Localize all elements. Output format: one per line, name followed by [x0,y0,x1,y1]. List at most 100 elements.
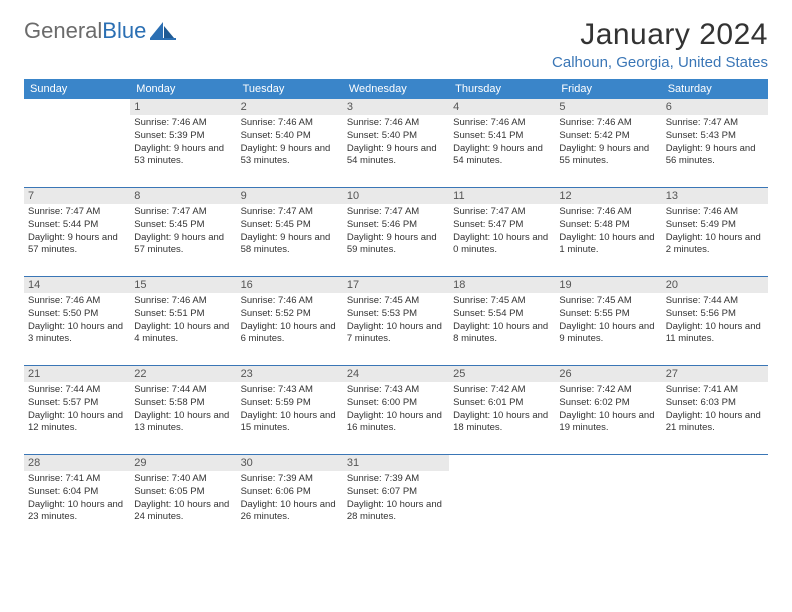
weekday-header: Wednesday [343,79,449,99]
day-number: 2 [237,99,343,115]
day-cell: 26Sunrise: 7:42 AMSunset: 6:02 PMDayligh… [555,366,661,454]
day-info: Sunrise: 7:44 AMSunset: 5:56 PMDaylight:… [666,295,764,346]
day-number: 13 [662,188,768,204]
day-number: 23 [237,366,343,382]
day-number: 24 [343,366,449,382]
day-info: Sunrise: 7:39 AMSunset: 6:07 PMDaylight:… [347,473,445,524]
sunrise-text: Sunrise: 7:47 AM [134,206,232,219]
day-info: Sunrise: 7:46 AMSunset: 5:40 PMDaylight:… [347,117,445,168]
day-number: 27 [662,366,768,382]
day-info: Sunrise: 7:47 AMSunset: 5:45 PMDaylight:… [241,206,339,257]
day-number: 19 [555,277,661,293]
day-cell: 16 Sunrise: 7:46 AMSunset: 5:52 PMDayligh… [237,277,343,365]
sunrise-text: Sunrise: 7:39 AM [347,473,445,486]
daylight-text: Daylight: 10 hours and 8 minutes. [453,321,551,347]
sunrise-text: Sunrise: 7:39 AM [241,473,339,486]
sunrise-text: Sunrise: 7:47 AM [28,206,126,219]
sunset-text: Sunset: 6:05 PM [134,486,232,499]
week-row: 14Sunrise: 7:46 AMSunset: 5:50 PMDayligh… [24,277,768,366]
day-cell: 8Sunrise: 7:47 AMSunset: 5:45 PMDaylight… [130,188,236,276]
sunrise-text: Sunrise: 7:46 AM [559,206,657,219]
sunset-text: Sunset: 6:03 PM [666,397,764,410]
sunrise-text: Sunrise: 7:47 AM [666,117,764,130]
day-number: 6 [662,99,768,115]
sunrise-text: Sunrise: 7:45 AM [347,295,445,308]
day-number: 21 [24,366,130,382]
day-number: 17 [343,277,449,293]
day-info: Sunrise: 7:46 AMSunset: 5:42 PMDaylight:… [559,117,657,168]
day-cell: 1Sunrise: 7:46 AMSunset: 5:39 PMDaylight… [130,99,236,187]
sunset-text: Sunset: 5:39 PM [134,130,232,143]
sunrise-text: Sunrise: 7:42 AM [453,384,551,397]
day-info: Sunrise: 7:46 AMSunset: 5:51 PMDaylight:… [134,295,232,346]
daylight-text: Daylight: 10 hours and 23 minutes. [28,499,126,525]
day-cell: 6Sunrise: 7:47 AMSunset: 5:43 PMDaylight… [662,99,768,187]
sunrise-text: Sunrise: 7:40 AM [134,473,232,486]
sunrise-text: Sunrise: 7:47 AM [453,206,551,219]
sunset-text: Sunset: 5:56 PM [666,308,764,321]
day-number: 11 [449,188,555,204]
day-number: 16 [237,277,343,293]
day-number: 20 [662,277,768,293]
sunset-text: Sunset: 5:41 PM [453,130,551,143]
day-info: Sunrise: 7:44 AMSunset: 5:57 PMDaylight:… [28,384,126,435]
sunset-text: Sunset: 5:44 PM [28,219,126,232]
weekday-header: Monday [130,79,236,99]
day-cell [662,455,768,543]
daylight-text: Daylight: 10 hours and 18 minutes. [453,410,551,436]
sunrise-text: Sunrise: 7:47 AM [347,206,445,219]
sunset-text: Sunset: 5:47 PM [453,219,551,232]
week-row: 1Sunrise: 7:46 AMSunset: 5:39 PMDaylight… [24,99,768,188]
day-cell: 13Sunrise: 7:46 AMSunset: 5:49 PMDayligh… [662,188,768,276]
day-cell [24,99,130,187]
sunset-text: Sunset: 6:06 PM [241,486,339,499]
day-number: 18 [449,277,555,293]
sunrise-text: Sunrise: 7:46 AM [134,295,232,308]
day-cell [555,455,661,543]
day-number: 15 [130,277,236,293]
day-number: 30 [237,455,343,471]
day-info: Sunrise: 7:46 AMSunset: 5:41 PMDaylight:… [453,117,551,168]
day-number: 3 [343,99,449,115]
daylight-text: Daylight: 10 hours and 11 minutes. [666,321,764,347]
day-number: 5 [555,99,661,115]
day-cell [449,455,555,543]
day-number: 28 [24,455,130,471]
daylight-text: Daylight: 10 hours and 4 minutes. [134,321,232,347]
daylight-text: Daylight: 10 hours and 28 minutes. [347,499,445,525]
sunrise-text: Sunrise: 7:43 AM [241,384,339,397]
sunset-text: Sunset: 6:07 PM [347,486,445,499]
day-cell: 30 Sunrise: 7:39 AMSunset: 6:06 PMDayligh… [237,455,343,543]
sunset-text: Sunset: 5:57 PM [28,397,126,410]
sunset-text: Sunset: 5:45 PM [241,219,339,232]
day-cell: 23 Sunrise: 7:43 AMSunset: 5:59 PMDayligh… [237,366,343,454]
sunrise-text: Sunrise: 7:44 AM [134,384,232,397]
day-number: 9 [237,188,343,204]
day-number: 26 [555,366,661,382]
weekday-header: Saturday [662,79,768,99]
day-cell: 2Sunrise: 7:46 AMSunset: 5:40 PMDaylight… [237,99,343,187]
sunset-text: Sunset: 6:00 PM [347,397,445,410]
daylight-text: Daylight: 10 hours and 1 minute. [559,232,657,258]
day-number: 7 [24,188,130,204]
day-number: 31 [343,455,449,471]
day-cell: 10 Sunrise: 7:47 AMSunset: 5:46 PMDayligh… [343,188,449,276]
day-info: Sunrise: 7:47 AMSunset: 5:46 PMDaylight:… [347,206,445,257]
day-cell: 18Sunrise: 7:45 AMSunset: 5:54 PMDayligh… [449,277,555,365]
sunset-text: Sunset: 5:40 PM [347,130,445,143]
day-cell: 25Sunrise: 7:42 AMSunset: 6:01 PMDayligh… [449,366,555,454]
sunrise-text: Sunrise: 7:46 AM [28,295,126,308]
sunrise-text: Sunrise: 7:45 AM [559,295,657,308]
sunrise-text: Sunrise: 7:46 AM [241,295,339,308]
day-cell: 17Sunrise: 7:45 AMSunset: 5:53 PMDayligh… [343,277,449,365]
daylight-text: Daylight: 10 hours and 26 minutes. [241,499,339,525]
day-number: 4 [449,99,555,115]
day-info: Sunrise: 7:43 AMSunset: 5:59 PMDaylight:… [241,384,339,435]
day-number: 10 [343,188,449,204]
day-info: Sunrise: 7:43 AMSunset: 6:00 PMDaylight:… [347,384,445,435]
day-info: Sunrise: 7:46 AMSunset: 5:52 PMDaylight:… [241,295,339,346]
sunrise-text: Sunrise: 7:46 AM [134,117,232,130]
sunset-text: Sunset: 5:43 PM [666,130,764,143]
daylight-text: Daylight: 10 hours and 2 minutes. [666,232,764,258]
week-row: 7Sunrise: 7:47 AMSunset: 5:44 PMDaylight… [24,188,768,277]
